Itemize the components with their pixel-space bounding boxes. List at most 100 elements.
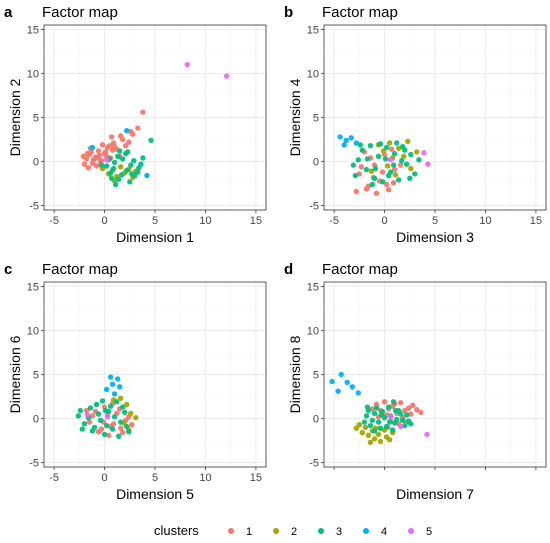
data-point-cluster-5: [104, 414, 111, 420]
data-point-cluster-3: [112, 181, 119, 188]
gridlines: [324, 282, 546, 467]
data-point-cluster-4: [353, 140, 359, 146]
data-point-cluster-3: [131, 158, 137, 164]
data-point-cluster-1: [88, 149, 95, 155]
data-point-cluster-5: [84, 412, 91, 418]
data-point-cluster-1: [95, 429, 102, 435]
data-point-cluster-2: [128, 410, 134, 416]
y-tick-label: 15: [27, 281, 39, 293]
legend-label: 4: [381, 526, 387, 538]
data-point-cluster-2: [377, 438, 384, 445]
y-tick-label: 0: [33, 157, 39, 169]
data-point-cluster-1: [383, 181, 390, 188]
data-point-cluster-3: [103, 163, 110, 169]
data-point-cluster-3: [148, 137, 154, 144]
data-point-cluster-3: [359, 147, 365, 153]
data-point-cluster-3: [114, 399, 120, 405]
data-point-cluster-1: [385, 187, 392, 193]
x-tick-label: 5: [432, 215, 438, 227]
data-point-cluster-2: [368, 168, 375, 174]
data-point-cluster-4: [111, 391, 118, 397]
data-point-cluster-3: [372, 165, 379, 172]
gridlines: [324, 25, 546, 210]
gridlines: [44, 282, 266, 467]
gridlines: [44, 25, 266, 210]
data-point-cluster-1: [106, 143, 113, 149]
x-axis-label: Dimension 5: [116, 486, 194, 502]
data-point-cluster-1: [406, 405, 412, 411]
legend-item-2: 2: [273, 526, 297, 538]
data-point-cluster-3: [400, 417, 406, 423]
data-point-cluster-2: [392, 172, 399, 178]
data-point-cluster-3: [350, 162, 356, 168]
legend-item-5: 5: [408, 526, 432, 538]
points: [329, 371, 430, 445]
data-point-cluster-5: [398, 423, 404, 430]
data-point-cluster-1: [398, 400, 404, 406]
data-point-cluster-3: [126, 429, 132, 435]
x-tick-label: -5: [49, 215, 59, 227]
legend-label: 5: [426, 526, 432, 538]
data-point-cluster-3: [124, 167, 130, 174]
data-point-cluster-3: [87, 405, 94, 411]
y-tick-label: -5: [29, 201, 39, 213]
data-point-cluster-3: [385, 404, 392, 410]
data-point-cluster-4: [89, 144, 96, 151]
data-point-cluster-4: [124, 128, 130, 134]
data-point-cluster-3: [394, 140, 400, 146]
data-point-cluster-2: [367, 439, 374, 445]
data-point-cluster-4: [338, 371, 344, 378]
data-point-cluster-3: [75, 413, 82, 419]
data-point-cluster-3: [122, 409, 128, 416]
points: [80, 61, 230, 188]
data-point-cluster-5: [421, 150, 427, 156]
y-tick-label: 10: [307, 325, 319, 337]
data-point-cluster-3: [128, 162, 134, 168]
legend-swatch: [318, 528, 324, 534]
y-tick-label: 10: [307, 68, 319, 80]
legend-swatch: [228, 528, 234, 534]
data-point-cluster-4: [355, 390, 361, 396]
x-tick-label: 10: [479, 215, 491, 227]
data-point-cluster-1: [105, 432, 112, 438]
legend-swatch: [363, 528, 369, 534]
data-point-cluster-3: [108, 175, 115, 181]
data-point-cluster-3: [102, 407, 109, 414]
data-point-cluster-5: [424, 431, 430, 438]
points: [337, 134, 431, 196]
data-point-cluster-3: [390, 399, 397, 405]
y-axis-label: Dimension 6: [7, 335, 23, 413]
y-tick-label: 0: [313, 414, 319, 426]
y-tick-label: 5: [33, 370, 39, 382]
data-point-cluster-1: [129, 422, 135, 428]
y-tick-label: 15: [27, 24, 39, 36]
data-point-cluster-1: [418, 409, 424, 416]
data-point-cluster-3: [120, 404, 126, 410]
data-point-cluster-3: [404, 161, 410, 167]
data-point-cluster-1: [379, 169, 386, 175]
y-tick-label: 0: [33, 414, 39, 426]
data-point-cluster-4: [109, 381, 116, 387]
data-point-cluster-3: [404, 412, 410, 418]
data-point-cluster-2: [401, 153, 407, 159]
data-point-cluster-5: [387, 414, 394, 420]
data-point-cluster-3: [383, 144, 390, 151]
data-point-cluster-1: [120, 429, 126, 436]
panel-c: c Factor map -5 0 5 10 15 -5 0 5 10 15 Dimension 5 Di…: [4, 261, 267, 502]
data-point-cluster-1: [408, 411, 414, 417]
data-point-cluster-1: [358, 164, 364, 170]
x-axis-label: Dimension 1: [116, 229, 194, 245]
data-point-cluster-5: [425, 161, 431, 167]
legend-item-1: 1: [228, 526, 252, 538]
data-point-cluster-3: [363, 413, 370, 419]
axis-ticks: -5 0 5 10 15: [307, 281, 537, 470]
data-point-cluster-1: [140, 109, 146, 115]
data-point-cluster-3: [117, 148, 123, 154]
panel-d: d Factor map -5 0 5 10 15 Dimension 7 Dimension …: [284, 261, 547, 502]
data-point-cluster-3: [379, 179, 386, 185]
data-point-cluster-1: [118, 133, 124, 139]
data-point-cluster-4: [117, 384, 123, 390]
data-point-cluster-3: [107, 170, 114, 176]
data-point-cluster-1: [373, 190, 380, 196]
